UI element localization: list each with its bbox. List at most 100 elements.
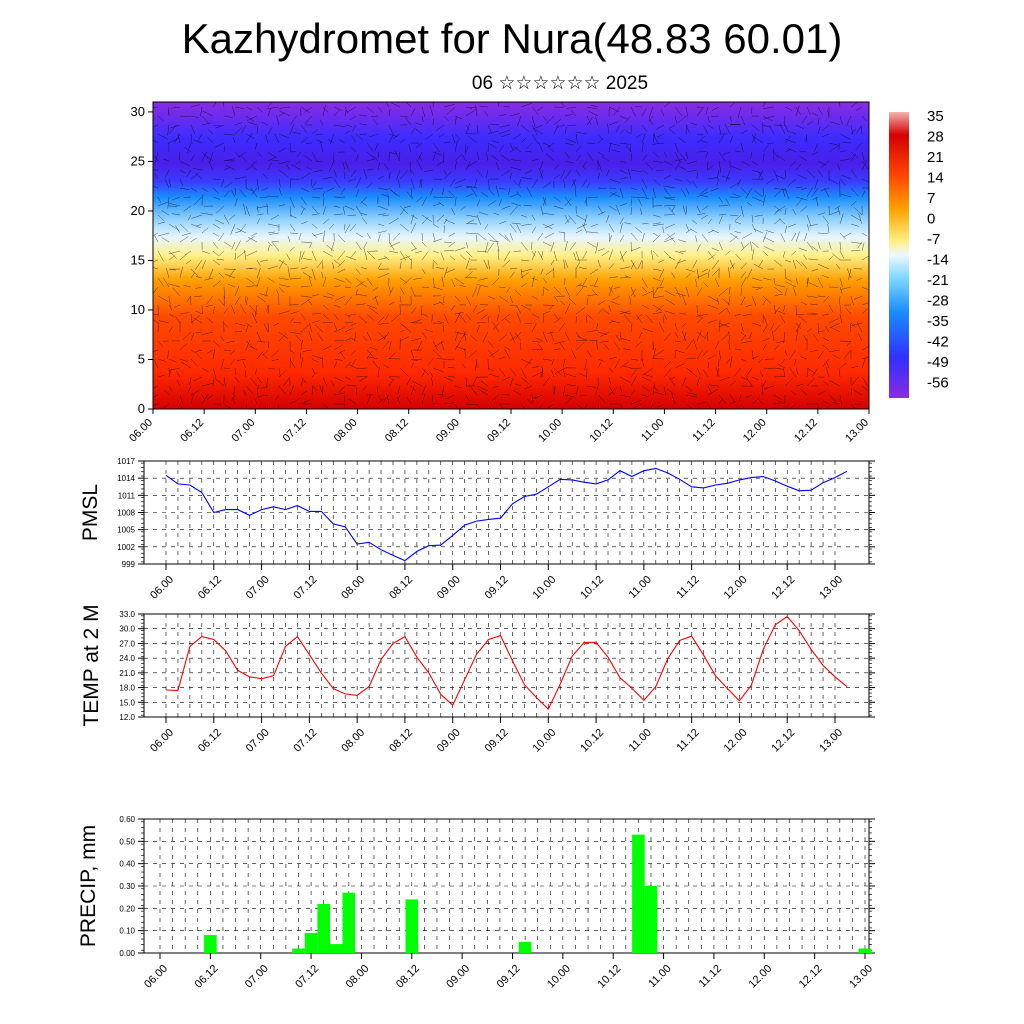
heatmap-y-tick-label: 0 [138,401,145,416]
precip-bar [518,941,532,953]
pmsl-y-tick-label: 999 [122,560,136,569]
pmsl-y-tick-label: 1002 [117,543,135,552]
precip-bar [632,834,645,953]
pmsl-x-tick-label: 12.12 [769,574,797,602]
heatmap-x-tick-label: 11.12 [690,417,717,444]
precip-x-tick-label: 09.12 [495,963,523,991]
heatmap-x-tick-label: 12.12 [792,417,820,445]
colorbar-label: -7 [927,231,940,248]
temp-series-line [165,615,848,711]
colorbar-label: -21 [927,272,949,289]
temp-y-tick-label: 27.0 [119,639,135,648]
temp-x-tick-label: 11.00 [627,727,654,754]
temp-x-tick-label: 07.12 [292,727,320,755]
temp-y-axis-label: TEMP at 2 M [80,604,103,726]
pmsl-x-tick-label: 13.00 [817,574,845,602]
temp-x-tick-label: 10.00 [530,727,558,755]
heatmap-x-tick-label: 10.12 [587,417,615,445]
heatmap-y-tick-label: 15 [131,252,145,267]
precip-bar [644,886,658,953]
heatmap-x-tick-label: 13.00 [843,417,871,445]
precip-x-tick-label: 06.00 [142,963,170,991]
heatmap-x-tick-label: 08.12 [383,417,411,445]
heatmap-y-tick-label: 25 [131,153,145,168]
temp-x-tick-label: 12.00 [722,727,750,755]
precip-x-tick-label: 13.00 [847,963,875,991]
precip-y-tick-label: 0.10 [119,927,135,936]
temp-y-tick-label: 30.0 [119,625,135,634]
heatmap-x-tick-label: 07.00 [229,417,257,445]
temp-y-tick-label: 24.0 [119,654,135,663]
precip-x-tick-label: 07.12 [293,963,321,991]
precip-y-tick-label: 0.20 [119,904,135,913]
colorbar-label: 14 [927,170,944,187]
heatmap-x-tick-label: 11.00 [639,417,666,444]
temp-x-tick-label: 09.12 [483,727,511,755]
pmsl-y-tick-label: 1011 [118,491,136,500]
temp-x-tick-label: 09.00 [435,727,463,755]
precip-bar [204,935,217,953]
colorbar-label: -28 [927,293,949,310]
temp-y-tick-label: 12.0 [119,713,135,722]
precip-chart: 0.60 0.50 0.40 0.30 0.20 0.10 0.00 06.00 06.12 07… [77,815,875,991]
precip-x-tick-label: 06.12 [193,963,221,991]
pmsl-series-line [165,467,848,562]
pmsl-x-tick-label: 07.00 [244,574,272,602]
temp-x-tick-label: 07.00 [244,727,272,755]
pmsl-x-tick-label: 08.12 [387,574,415,602]
heatmap-x-tick-label: 08.00 [332,417,360,445]
precip-x-tick-label: 08.00 [344,963,372,991]
precip-x-tick-label: 10.00 [545,963,573,991]
page-title: Kazhydromet for Nura(48.83 60.01) [181,15,843,62]
pmsl-x-tick-label: 10.12 [578,574,606,602]
precip-x-tick-label: 12.12 [797,963,825,991]
pmsl-x-tick-label: 06.12 [196,574,224,602]
colorbar-gradient [889,112,909,398]
precip-x-tick-label: 11.00 [646,963,673,990]
heatmap-field [153,102,869,409]
heatmap-y-tick-label: 10 [131,302,145,317]
temp-x-tick-label: 11.12 [674,727,701,754]
pmsl-x-tick-label: 06.00 [148,574,176,602]
temp-x-tick-label: 10.12 [578,727,606,755]
heatmap-x-tick-label: 12.00 [741,417,769,445]
temp-x-tick-label: 06.00 [148,727,176,755]
colorbar: 35 28 21 14 7 0 -7 -14 -21 -28 -35 -42 -49 -56 [889,108,949,398]
colorbar-label: 21 [927,149,944,166]
colorbar-label: 7 [927,190,935,207]
precip-bar [858,948,872,953]
precip-x-tick-label: 12.00 [746,963,774,991]
pmsl-y-tick-label: 1014 [117,474,135,483]
precip-x-tick-label: 09.00 [444,963,472,991]
temp-x-tick-label: 12.12 [769,727,797,755]
pmsl-x-tick-label: 09.12 [483,574,511,602]
precip-x-tick-label: 11.12 [697,963,724,990]
precip-bar [330,944,343,953]
page-subtitle: 06 ☆☆☆☆☆☆ 2025 [471,73,649,94]
heatmap-y-tick-label: 30 [131,104,145,119]
pmsl-chart: 1017 1014 1011 1008 1005 1002 999 06.00 06.12 07.… [79,457,875,602]
colorbar-label: -42 [927,334,949,351]
precip-bar [405,899,419,953]
pmsl-y-axis-label: PMSL [79,484,102,541]
heatmap-x-tick-label: 07.12 [281,417,309,445]
precip-y-axis-label: PRECIP, mm [77,825,100,947]
heatmap-x-tick-label: 06.00 [127,417,155,445]
heatmap-x-tick-label: 09.12 [485,417,513,445]
pmsl-x-tick-label: 11.12 [674,574,701,601]
pmsl-x-tick-label: 12.00 [722,574,750,602]
temp-x-tick-label: 08.12 [387,727,415,755]
pmsl-x-tick-label: 07.12 [292,574,320,602]
heatmap-y-tick-label: 5 [138,351,145,366]
pmsl-x-tick-label: 09.00 [435,574,463,602]
pmsl-y-tick-label: 1005 [117,526,135,535]
precip-x-tick-label: 07.00 [243,963,271,991]
pmsl-x-tick-label: 08.00 [339,574,367,602]
cross-section-heatmap: 0 5 10 15 20 25 30 06.00 06.12 07.00 07.12 08.00 08.… [127,101,871,445]
precip-y-tick-label: 0.00 [119,949,135,958]
temp-y-tick-label: 21.0 [119,669,135,678]
temp-y-tick-label: 18.0 [119,684,135,693]
precip-bar [292,948,305,953]
heatmap-x-tick-label: 09.00 [434,417,462,445]
